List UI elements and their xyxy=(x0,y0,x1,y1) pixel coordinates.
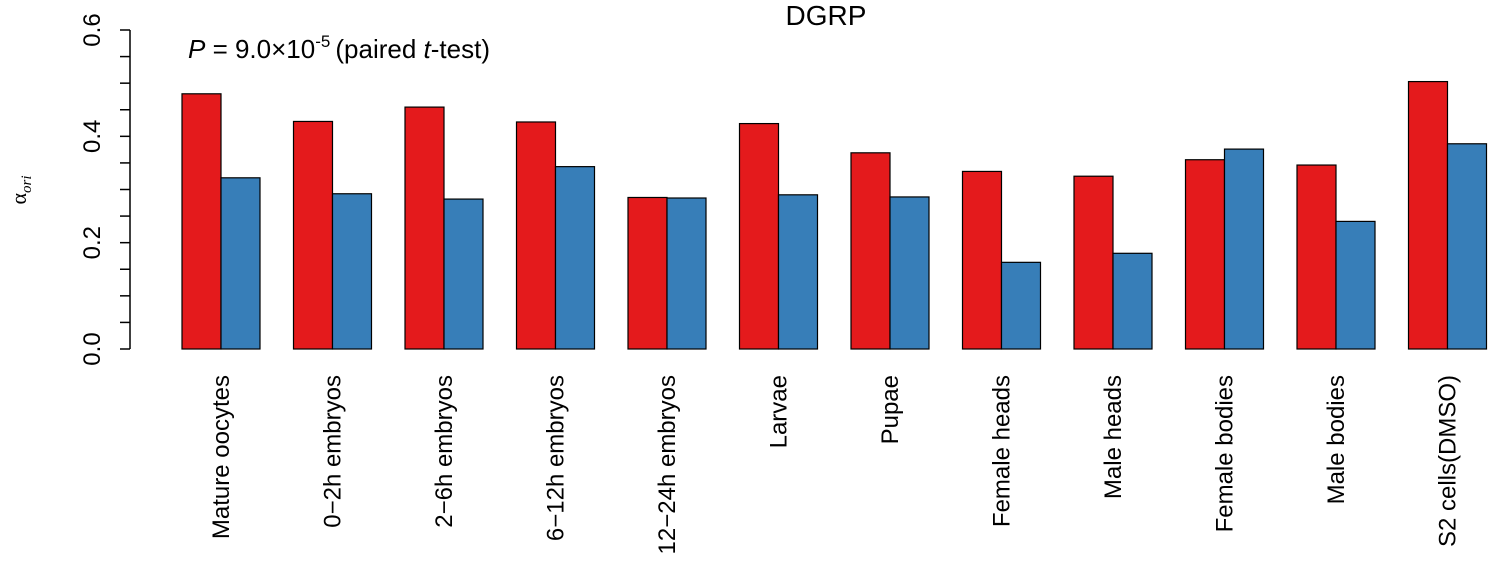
bar-red xyxy=(961,170,1003,350)
x-tick-label: Female heads xyxy=(989,375,1016,527)
bar-blue xyxy=(1000,261,1042,350)
x-tick-label-group: Male heads xyxy=(1100,375,1127,499)
x-tick-label-group: 2−6h embryos xyxy=(431,375,458,528)
x-tick-label: Mature oocytes xyxy=(208,375,235,539)
p-exponent: -5 xyxy=(315,32,330,51)
x-tick-label-group: 0−2h embryos xyxy=(320,375,347,528)
bar-blue xyxy=(1223,148,1265,350)
bar-red xyxy=(627,196,668,350)
chart-title: DGRP xyxy=(786,0,867,31)
bar-red xyxy=(738,122,780,350)
x-tick-label: 6−12h embryos xyxy=(543,375,570,541)
y-axis-label: αori xyxy=(6,175,35,204)
x-tick-label: 12−24h embryos xyxy=(654,375,681,554)
p-symbol: P xyxy=(188,34,206,64)
x-tick-label: Male heads xyxy=(1100,375,1127,499)
bar-red xyxy=(850,152,891,350)
bar-blue xyxy=(666,197,707,350)
bar-blue xyxy=(1112,252,1153,350)
x-tick-label-group: S2 cells(DMSO) xyxy=(1435,375,1462,547)
test-close: -test) xyxy=(431,34,490,64)
y-tick-label-group: 0.2 xyxy=(79,226,106,259)
bar-red xyxy=(1184,159,1226,350)
y-tick-label: 0.0 xyxy=(79,332,106,365)
y-tick-label-group: 0.6 xyxy=(79,13,106,46)
bar-red xyxy=(1073,175,1114,350)
x-tick-label: Male bodies xyxy=(1323,375,1350,504)
bar-red xyxy=(181,93,222,350)
bar-blue xyxy=(331,193,373,350)
bar-red xyxy=(1296,164,1337,350)
bar-blue xyxy=(777,194,819,350)
x-tick-label-group: Female bodies xyxy=(1212,375,1239,532)
x-tick-label-group: Larvae xyxy=(766,375,793,448)
x-tick-label-group: Male bodies xyxy=(1323,375,1350,504)
x-tick-label: Pupae xyxy=(877,375,904,444)
x-tick-label-group: Mature oocytes xyxy=(208,375,235,539)
x-tick-label-group: 6−12h embryos xyxy=(543,375,570,541)
bar-blue xyxy=(1446,143,1488,350)
bar-red xyxy=(515,121,557,350)
y-axis: 0.0 0.2 0.4 0.6 xyxy=(79,13,131,366)
bars-group xyxy=(181,80,1488,350)
test-italic: t xyxy=(424,34,433,64)
y-axis-subscript: ori xyxy=(19,175,35,193)
test-open: (paired xyxy=(335,34,423,64)
x-tick-label: Female bodies xyxy=(1212,375,1239,532)
bar-blue xyxy=(443,198,484,350)
y-tick-label-group: 0.0 xyxy=(79,332,106,365)
x-tick-label-group: Female heads xyxy=(989,375,1016,527)
bar-blue xyxy=(889,196,930,350)
bar-blue xyxy=(1335,220,1376,350)
bar-blue xyxy=(220,177,261,350)
x-tick-label-group: 12−24h embryos xyxy=(654,375,681,554)
p-value-annotation: P = 9.0×10-5 (paired t-test) xyxy=(188,32,490,64)
y-tick-label-group: 0.4 xyxy=(79,120,106,153)
bar-red xyxy=(404,106,445,350)
x-axis-labels: Mature oocytes 0−2h embryos 2−6h embryos 6−… xyxy=(208,375,1462,554)
bar-blue xyxy=(554,166,596,350)
y-axis-symbol: α xyxy=(6,193,31,205)
svg-text:αori: αori xyxy=(6,175,35,204)
bar-red xyxy=(1407,80,1449,350)
y-tick-label: 0.4 xyxy=(79,120,106,153)
bar-red xyxy=(292,120,334,350)
x-tick-label: S2 cells(DMSO) xyxy=(1435,375,1462,547)
x-tick-label: 2−6h embryos xyxy=(431,375,458,528)
p-equals: = 9.0×10 xyxy=(205,34,315,64)
y-tick-label: 0.6 xyxy=(79,13,106,46)
x-tick-label: Larvae xyxy=(766,375,793,448)
x-tick-label-group: Pupae xyxy=(877,375,904,444)
y-tick-label: 0.2 xyxy=(79,226,106,259)
x-tick-label: 0−2h embryos xyxy=(320,375,347,528)
